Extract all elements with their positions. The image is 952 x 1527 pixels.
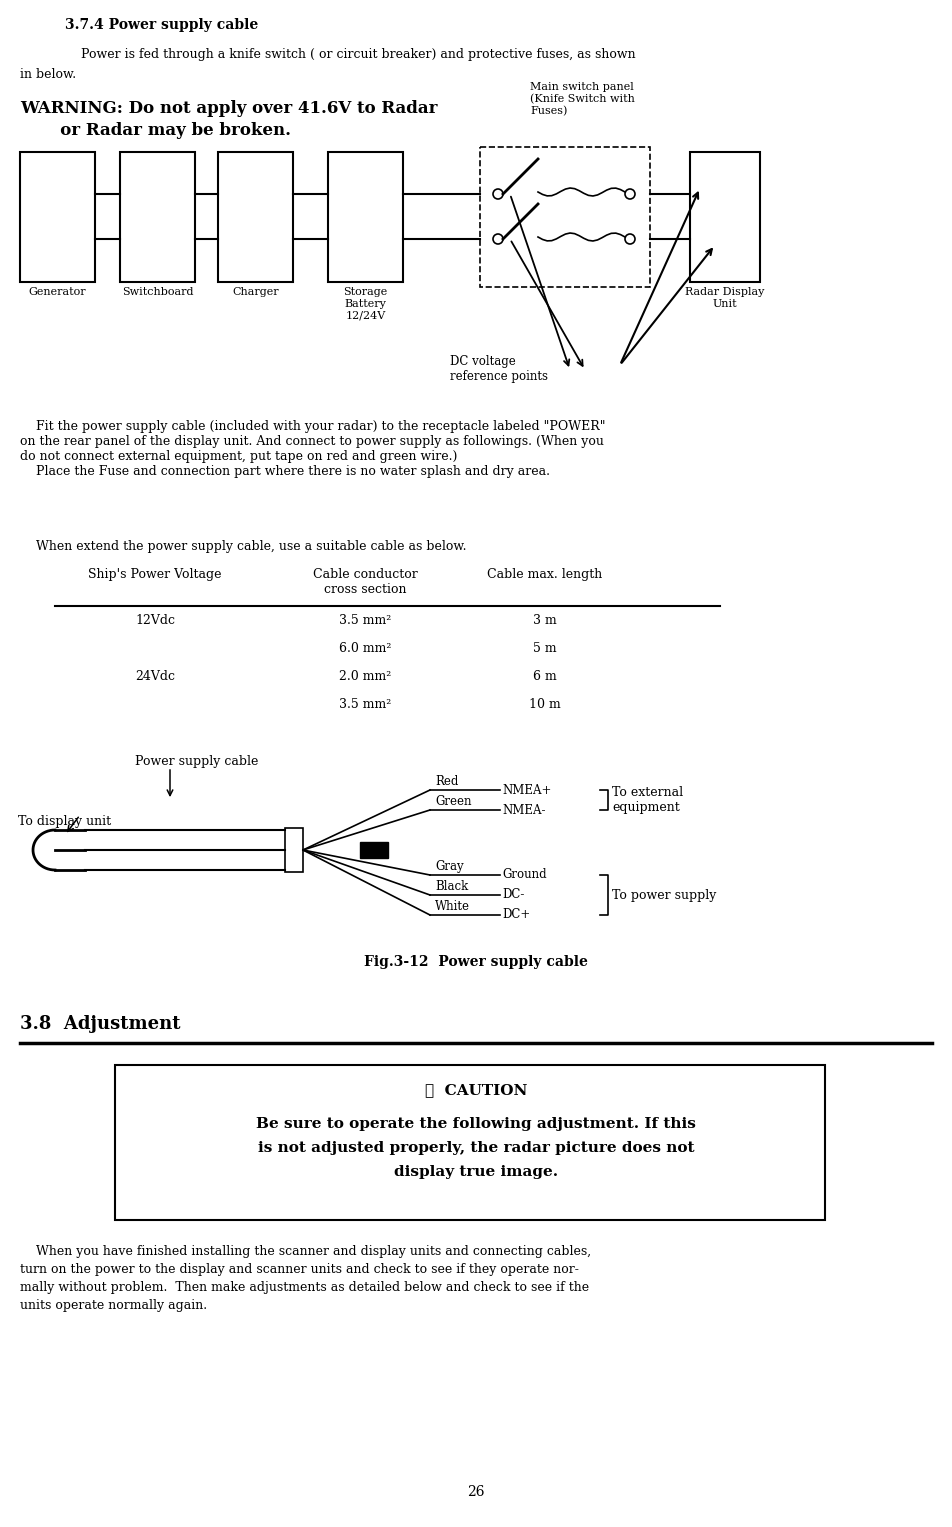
Bar <box>218 153 293 282</box>
Text: turn on the power to the display and scanner units and check to see if they oper: turn on the power to the display and sca… <box>20 1263 579 1277</box>
Text: To external
equipment: To external equipment <box>612 786 684 814</box>
Text: 6.0 mm²: 6.0 mm² <box>339 641 391 655</box>
Text: Main switch panel
(Knife Switch with
Fuses): Main switch panel (Knife Switch with Fus… <box>530 82 635 116</box>
Text: Fig.3-12  Power supply cable: Fig.3-12 Power supply cable <box>364 954 588 970</box>
Bar <box>115 1064 825 1220</box>
Text: Cable conductor
cross section: Cable conductor cross section <box>312 568 417 596</box>
Text: Black: Black <box>435 880 468 893</box>
Text: DC voltage
reference points: DC voltage reference points <box>450 354 548 383</box>
Text: is not adjusted properly, the radar picture does not: is not adjusted properly, the radar pict… <box>258 1141 694 1154</box>
Bar <box>285 828 303 872</box>
Text: 3.7.4 Power supply cable: 3.7.4 Power supply cable <box>65 18 258 32</box>
Text: 3.5 mm²: 3.5 mm² <box>339 698 391 712</box>
Text: Ship's Power Voltage: Ship's Power Voltage <box>89 568 222 580</box>
Text: DC-: DC- <box>502 889 525 901</box>
Text: 24Vdc: 24Vdc <box>135 670 175 683</box>
Text: WARNING: Do not apply over 41.6V to Radar: WARNING: Do not apply over 41.6V to Rada… <box>20 99 438 118</box>
Text: Switchboard: Switchboard <box>122 287 193 296</box>
Text: 12Vdc: 12Vdc <box>135 614 175 628</box>
Text: White: White <box>435 899 470 913</box>
Text: 2.0 mm²: 2.0 mm² <box>339 670 391 683</box>
Text: 3 m: 3 m <box>533 614 557 628</box>
Text: To power supply: To power supply <box>612 889 716 901</box>
Text: Ground: Ground <box>502 869 546 881</box>
Text: To display unit: To display unit <box>18 815 111 828</box>
Bar <box>480 147 650 287</box>
Text: 10 m: 10 m <box>529 698 561 712</box>
Bar <box>360 841 388 858</box>
Text: Power supply cable: Power supply cable <box>135 754 258 768</box>
Text: Power is fed through a knife switch ( or circuit breaker) and protective fuses, : Power is fed through a knife switch ( or… <box>65 47 636 61</box>
Text: When you have finished installing the scanner and display units and connecting c: When you have finished installing the sc… <box>20 1245 591 1258</box>
Text: in below.: in below. <box>20 69 76 81</box>
Text: 5 m: 5 m <box>533 641 557 655</box>
Text: Fit the power supply cable (included with your radar) to the receptacle labeled : Fit the power supply cable (included wit… <box>20 420 605 478</box>
Text: When extend the power supply cable, use a suitable cable as below.: When extend the power supply cable, use … <box>20 541 466 553</box>
Text: Red: Red <box>435 776 458 788</box>
Text: units operate normally again.: units operate normally again. <box>20 1299 208 1312</box>
Bar <box>690 153 760 282</box>
Text: DC+: DC+ <box>502 909 530 921</box>
Text: mally without problem.  Then make adjustments as detailed below and check to see: mally without problem. Then make adjustm… <box>20 1281 589 1293</box>
Text: 3.5 mm²: 3.5 mm² <box>339 614 391 628</box>
Text: NMEA+: NMEA+ <box>502 783 551 797</box>
Bar <box>120 153 195 282</box>
Text: Radar Display
Unit: Radar Display Unit <box>685 287 764 308</box>
Text: Gray: Gray <box>435 860 464 873</box>
Text: 26: 26 <box>467 1484 485 1500</box>
Bar <box>20 153 95 282</box>
Text: Green: Green <box>435 796 471 808</box>
Text: Cable max. length: Cable max. length <box>487 568 603 580</box>
Text: ⚠  CAUTION: ⚠ CAUTION <box>425 1083 527 1096</box>
Text: Charger: Charger <box>232 287 279 296</box>
Bar <box>328 153 403 282</box>
Text: display true image.: display true image. <box>394 1165 558 1179</box>
Text: NMEA-: NMEA- <box>502 803 545 817</box>
Text: or Radar may be broken.: or Radar may be broken. <box>20 122 291 139</box>
Text: Be sure to operate the following adjustment. If this: Be sure to operate the following adjustm… <box>256 1116 696 1132</box>
Text: Generator: Generator <box>29 287 87 296</box>
Text: Storage
Battery
12/24V: Storage Battery 12/24V <box>344 287 387 321</box>
Text: 6 m: 6 m <box>533 670 557 683</box>
Text: 3.8  Adjustment: 3.8 Adjustment <box>20 1015 181 1032</box>
